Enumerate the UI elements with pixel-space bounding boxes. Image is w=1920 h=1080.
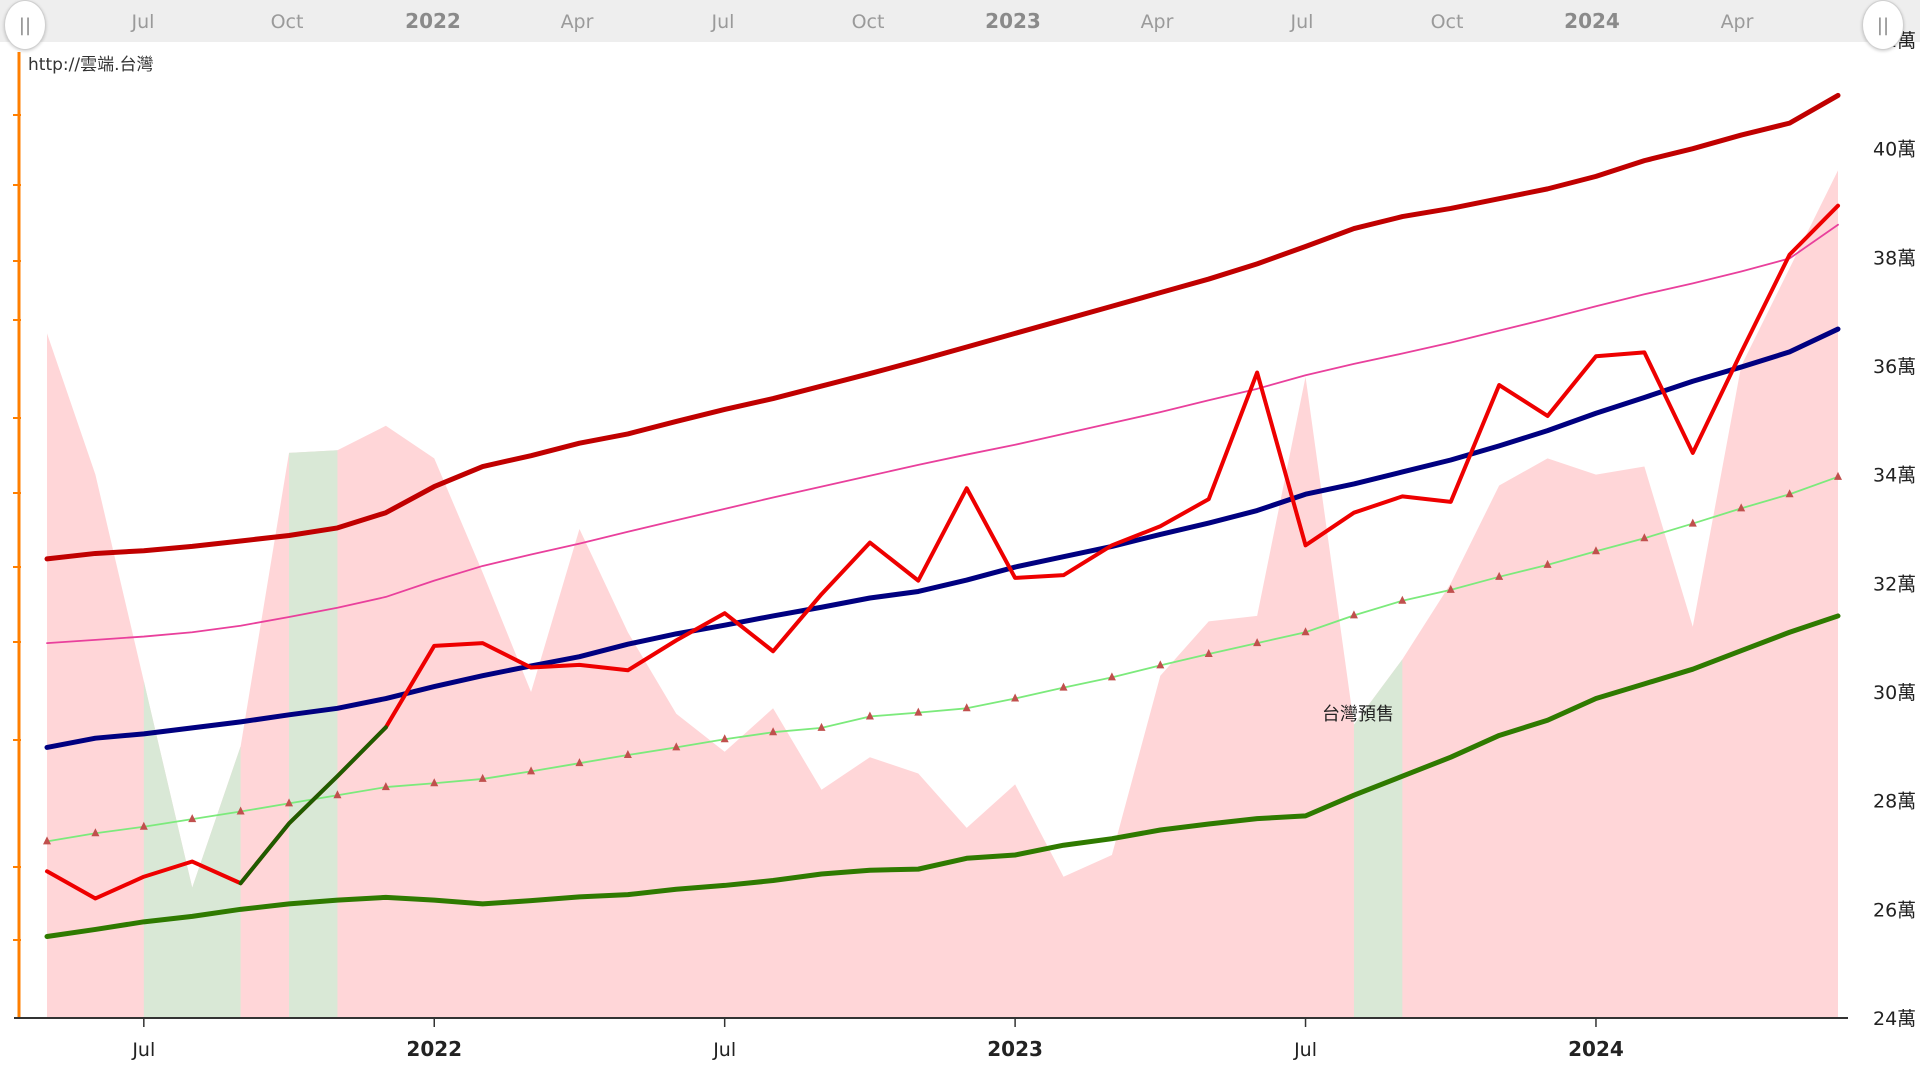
navigator-label: 2023 xyxy=(985,9,1041,33)
y-tick-label: 28萬 xyxy=(1873,791,1916,813)
ma-marker xyxy=(91,828,100,837)
ma-marker xyxy=(817,722,826,731)
ma-marker xyxy=(430,778,439,787)
area-green-band xyxy=(1353,659,1403,1018)
ma-marker xyxy=(1688,518,1697,527)
ma-marker xyxy=(333,790,342,799)
area-green-band xyxy=(143,681,241,1018)
series-mid xyxy=(44,326,1841,750)
x-tick-label: Jul xyxy=(131,1039,155,1061)
ma-marker xyxy=(1204,648,1213,657)
ma-marker xyxy=(1640,533,1649,542)
ma-marker xyxy=(285,798,294,807)
y-tick-label: 32萬 xyxy=(1873,573,1916,595)
y-tick-label: 38萬 xyxy=(1873,247,1916,269)
ma-marker xyxy=(1301,627,1310,636)
ma-marker xyxy=(623,750,632,759)
y-tick-label: 30萬 xyxy=(1873,682,1916,704)
navigator-bg[interactable] xyxy=(0,0,1920,42)
ma-marker xyxy=(1495,571,1504,580)
x-tick-label: 2024 xyxy=(1568,1037,1624,1061)
ma-marker xyxy=(865,711,874,720)
ma-marker xyxy=(139,821,148,830)
ma-marker xyxy=(1446,584,1455,593)
x-tick-label: 2023 xyxy=(987,1037,1043,1061)
ma-marker xyxy=(527,766,536,775)
series-upper xyxy=(44,92,1841,562)
ma-marker xyxy=(962,703,971,712)
y-tick-label: 24萬 xyxy=(1873,1008,1916,1030)
series-ma-light xyxy=(46,475,1839,843)
ma-marker xyxy=(1253,638,1262,647)
series-price-low-segment xyxy=(238,725,388,886)
axes: Jul 2022 Jul 2023 Jul 2024 24萬 26萬 28萬 30萬 32萬 34萬 3… xyxy=(13,30,1916,1061)
navigator-right-handle[interactable]: || xyxy=(1862,0,1904,50)
ma-marker xyxy=(1785,489,1794,498)
navigator-label: Jul xyxy=(1290,11,1314,33)
area-layer xyxy=(47,170,1838,1018)
navigator-label: 2022 xyxy=(405,9,461,33)
navigator-strip[interactable]: Jul Oct 2022 Apr Jul Oct 2023 Apr Jul Oct 2024 Apr xyxy=(0,0,1920,42)
ma-marker xyxy=(914,707,923,716)
ma-marker xyxy=(1834,471,1842,480)
ma-marker xyxy=(236,806,245,815)
navigator-left-handle[interactable]: || xyxy=(4,0,46,50)
navigator-label: Jul xyxy=(131,11,155,33)
ma-marker xyxy=(1543,559,1552,568)
y-tick-label: 26萬 xyxy=(1873,899,1916,921)
ma-marker xyxy=(720,734,729,743)
ma-marker xyxy=(1059,682,1068,691)
ma-marker xyxy=(769,727,778,736)
ma-marker xyxy=(478,773,487,782)
ma-marker xyxy=(1737,503,1746,512)
ma-marker xyxy=(188,814,197,823)
credit-text: http://雲端.台灣 xyxy=(28,55,154,75)
x-tick-label: Jul xyxy=(1293,1039,1317,1061)
ma-marker xyxy=(1011,693,1020,702)
ma-marker xyxy=(1156,660,1165,669)
navigator-label: Apr xyxy=(1721,11,1754,33)
ma-marker xyxy=(575,758,584,767)
navigator-label: Jul xyxy=(711,11,735,33)
ma-marker xyxy=(1591,546,1600,555)
ma-marker xyxy=(1107,672,1116,681)
series-layer xyxy=(44,92,1841,939)
series-pink-band xyxy=(46,223,1839,644)
ma-marker xyxy=(1398,595,1407,604)
ma-marker xyxy=(672,742,681,751)
y-tick-label: 34萬 xyxy=(1873,465,1916,487)
series-lower xyxy=(44,613,1841,939)
x-tick-label: Jul xyxy=(712,1039,736,1061)
ma-marker xyxy=(1349,610,1358,619)
y-tick-label: 40萬 xyxy=(1873,139,1916,161)
navigator-label: Apr xyxy=(1141,11,1174,33)
annotation-label: 台灣預售 xyxy=(1322,704,1394,725)
navigator-label: Apr xyxy=(561,11,594,33)
navigator-label: Oct xyxy=(852,11,885,33)
area-green-band xyxy=(289,450,338,1018)
navigator-label: Oct xyxy=(271,11,304,33)
navigator-label: Oct xyxy=(1431,11,1464,33)
x-tick-label: 2022 xyxy=(406,1037,462,1061)
navigator-label: 2024 xyxy=(1564,9,1620,33)
ma-marker xyxy=(381,782,390,791)
y-tick-label: 36萬 xyxy=(1873,356,1916,378)
ma-marker xyxy=(43,836,51,845)
marker-layer xyxy=(43,471,1842,845)
